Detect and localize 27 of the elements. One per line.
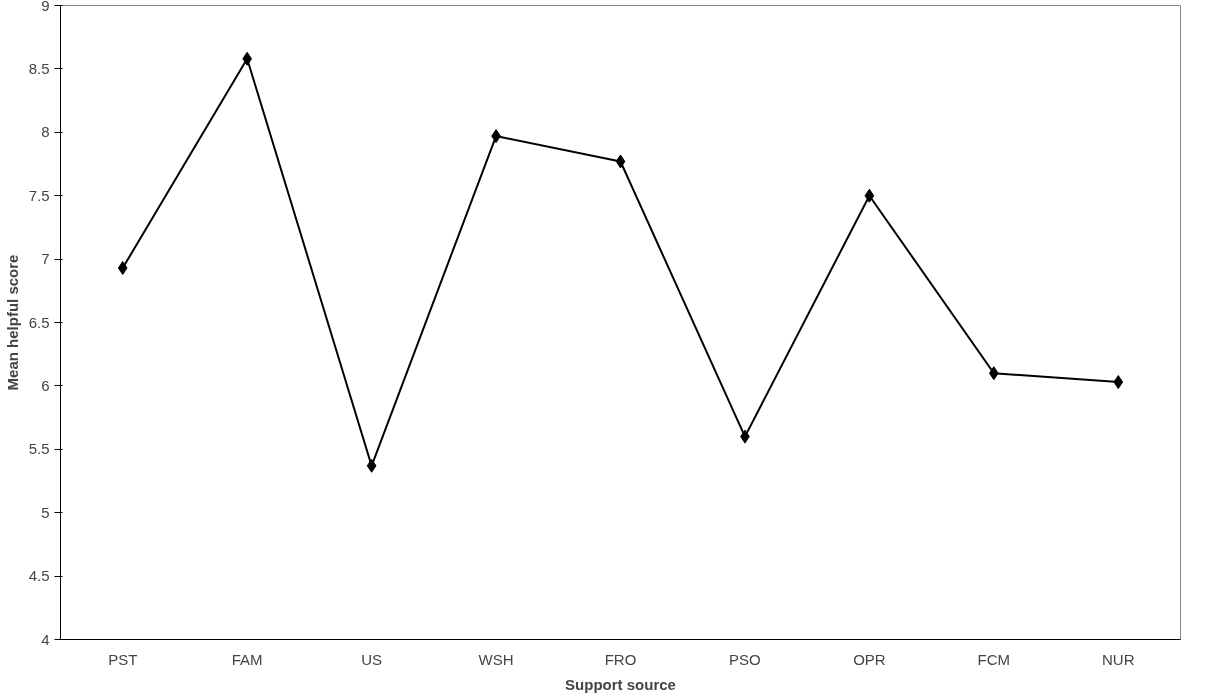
- y-tick-label: 4: [41, 630, 50, 648]
- x-tick-label: WSH: [478, 650, 514, 668]
- x-tick-label: PSO: [729, 650, 761, 668]
- x-tick-label: FRO: [604, 650, 637, 668]
- y-tick-label: 8: [41, 123, 50, 141]
- y-tick-label: 6: [41, 376, 50, 394]
- point: [366, 458, 377, 473]
- x-tick-label: PST: [108, 650, 138, 668]
- point: [615, 154, 626, 169]
- y-tick-label: 7.5: [28, 186, 50, 204]
- point: [117, 260, 128, 275]
- point: [864, 188, 875, 203]
- x-tick-label: FCM: [977, 650, 1011, 668]
- y-tick-label: 6.5: [28, 313, 50, 331]
- y-tick-label: 4.5: [28, 567, 50, 585]
- y-tick-label: 5.5: [28, 440, 50, 458]
- y-axis-title: Mean helpful score: [3, 254, 21, 391]
- y-tick-label: 7: [41, 250, 50, 268]
- point: [1113, 375, 1124, 390]
- y-tick-label: 8.5: [28, 59, 50, 77]
- x-tick-label: FAM: [231, 650, 263, 668]
- y-tick-label: 5: [41, 503, 50, 521]
- x-tick-label: NUR: [1102, 650, 1135, 668]
- x-tick-label: OPR: [853, 650, 886, 668]
- y-tick-label: 9: [41, 0, 50, 14]
- x-tick-label: US: [361, 650, 383, 668]
- x-axis-title: Support source: [565, 675, 676, 693]
